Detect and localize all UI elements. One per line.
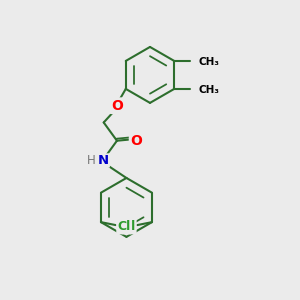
Text: Cl: Cl	[118, 220, 131, 233]
Text: CH₃: CH₃	[199, 57, 220, 67]
Text: O: O	[111, 99, 123, 113]
Text: H: H	[87, 154, 95, 167]
Text: Cl: Cl	[122, 220, 135, 233]
Text: O: O	[130, 134, 142, 148]
Text: CH₃: CH₃	[199, 85, 220, 95]
Text: N: N	[98, 154, 109, 167]
